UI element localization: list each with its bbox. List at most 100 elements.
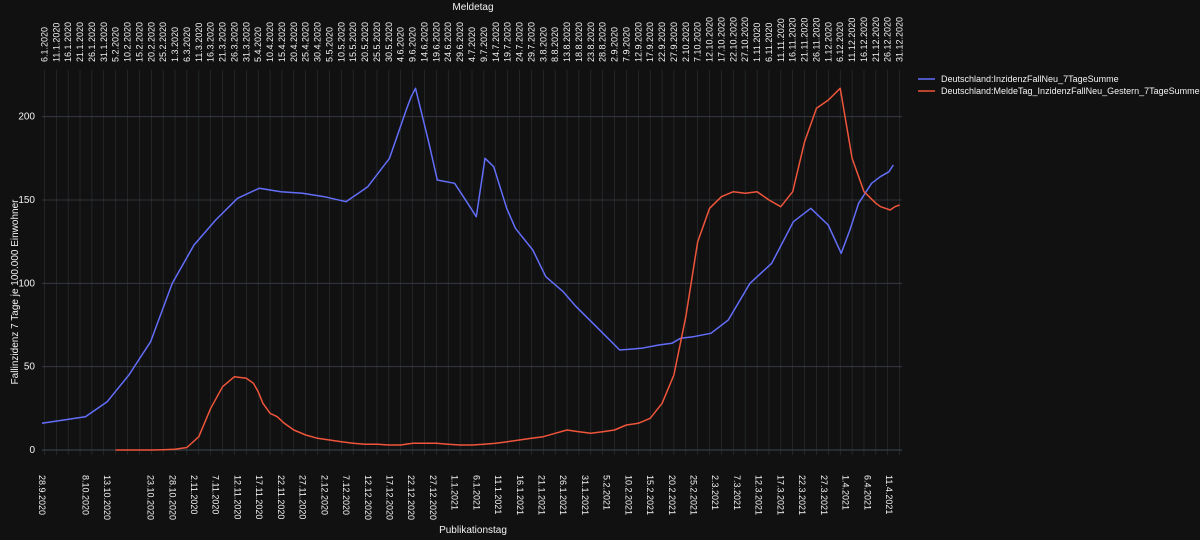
bottom-tick-label: 27.3.2021 [819,475,829,515]
top-tick-label: 17.10.2020 [716,17,726,62]
bottom-tick-label: 10.2.2021 [623,475,633,515]
top-tick-label: 23.8.2020 [586,22,596,62]
top-tick-label: 17.9.2020 [645,22,655,62]
top-tick-label: 11.1.2020 [51,23,61,62]
top-tick-label: 20.5.2020 [360,22,370,62]
top-tick-label: 22.10.2020 [728,17,738,62]
top-tick-label: 1.11.2020 [752,23,762,62]
top-tick-label: 21.1.2020 [75,22,85,62]
top-tick-label: 6.1.2020 [39,27,49,62]
y-axis-ticks: 0 50 100 150 200 [18,112,35,456]
legend[interactable]: Deutschland:InzidenzFallNeu_7TageSumme D… [918,74,1200,96]
top-tick-label: 25.5.2020 [372,22,382,62]
bottom-tick-label: 7.3.2021 [732,475,742,510]
top-tick-label: 5.4.2020 [253,27,263,62]
series-line-publikationstag [41,87,894,425]
top-axis-title: Meldetag [452,2,493,13]
bottom-tick-label: 21.1.2021 [536,475,546,515]
bottom-axis-ticks: 28.9.2020 8.10.2020 13.10.2020 23.10.2020 28… [37,475,894,520]
series-lines [41,87,900,451]
y-tick-label: 100 [18,278,35,289]
bottom-tick-label: 8.10.2020 [80,475,90,515]
bottom-tick-label: 16.1.2021 [515,475,525,515]
top-tick-label: 18.8.2020 [574,22,584,62]
bottom-tick-label: 13.10.2020 [102,475,112,520]
bottom-tick-label: 6.4.2021 [862,475,872,510]
bottom-tick-label: 6.1.2021 [471,475,481,510]
bottom-tick-label: 22.11.2020 [276,475,286,519]
bottom-tick-label: 27.12.2020 [428,475,438,520]
top-tick-label: 30.5.2020 [384,22,394,62]
top-tick-label: 19.7.2020 [503,22,513,62]
top-tick-label: 21.11.2020 [800,18,810,62]
top-tick-label: 29.6.2020 [455,22,465,62]
top-tick-label: 16.1.2020 [63,22,73,62]
bottom-tick-label: 20.2.2021 [667,475,677,515]
top-tick-label: 31.1.2020 [99,22,109,62]
top-tick-label: 21.12.2020 [871,17,881,62]
top-tick-label: 25.2.2020 [158,22,168,62]
top-tick-label: 26.1.2020 [87,22,97,62]
top-tick-label: 7.9.2020 [621,27,631,62]
top-tick-label: 1.12.2020 [823,22,833,62]
top-tick-label: 10.2.2020 [123,22,133,62]
legend-label-red[interactable]: Deutschland:MeldeTag_InzidenzFallNeu_Ges… [941,86,1200,96]
legend-label-blue[interactable]: Deutschland:InzidenzFallNeu_7TageSumme [941,74,1119,84]
bottom-tick-label: 1.4.2021 [841,475,851,510]
bottom-tick-label: 7.11.2020 [211,475,221,514]
bottom-tick-label: 22.12.2020 [406,475,416,520]
y-tick-label: 0 [29,445,35,456]
top-tick-label: 2.10.2020 [681,22,691,62]
top-tick-label: 15.5.2020 [348,22,358,62]
bottom-tick-label: 28.9.2020 [37,475,47,515]
top-axis-ticks: 6.1.2020 11.1.2020 16.1.2020 21.1.2020 26.1.… [39,17,904,62]
top-tick-label: 16.3.2020 [206,22,216,62]
series-line-meldetag [115,87,900,451]
bottom-tick-label: 26.1.2021 [558,475,568,515]
y-tick-label: 150 [18,195,35,206]
bottom-tick-label: 15.2.2021 [645,475,655,515]
top-tick-label: 2.9.2020 [610,27,620,62]
y-tick-label: 50 [24,362,36,373]
top-tick-label: 14.7.2020 [491,22,501,62]
bottom-tick-label: 28.10.2020 [167,475,177,520]
bottom-tick-label: 2.11.2020 [189,475,199,514]
bottom-tick-label: 31.1.2021 [580,475,590,515]
y-axis-title: Fallinzidenz 7 Tage je 100.000 Einwohner [10,199,21,385]
bottom-tick-label: 17.12.2020 [384,475,394,520]
grid-layer [42,70,902,455]
top-tick-label: 11.12.2020 [847,18,857,62]
bottom-tick-label: 17.11.2020 [254,475,264,519]
top-tick-label: 6.12.2020 [835,22,845,62]
top-tick-label: 5.2.2020 [111,27,121,62]
top-tick-label: 15.4.2020 [277,22,287,62]
top-tick-label: 21.3.2020 [218,22,228,62]
top-tick-label: 24.7.2020 [515,22,525,62]
top-tick-label: 26.3.2020 [229,22,239,62]
top-tick-label: 26.12.2020 [883,17,893,62]
top-tick-label: 20.2.2020 [146,22,156,62]
top-tick-label: 10.4.2020 [265,22,275,62]
top-tick-label: 11.3.2020 [194,23,204,62]
top-tick-label: 25.4.2020 [301,22,311,62]
bottom-tick-label: 7.12.2020 [341,475,351,515]
top-tick-label: 20.4.2020 [289,22,299,62]
top-tick-label: 27.10.2020 [740,17,750,62]
bottom-tick-label: 5.2.2021 [602,475,612,510]
top-tick-label: 12.10.2020 [705,17,715,62]
top-tick-label: 5.5.2020 [324,27,334,62]
top-tick-label: 16.12.2020 [859,17,869,62]
top-tick-label: 14.6.2020 [419,22,429,62]
top-tick-label: 22.9.2020 [657,22,667,62]
bottom-tick-label: 25.2.2021 [689,475,699,515]
bottom-tick-label: 12.3.2021 [754,475,764,515]
top-tick-label: 19.6.2020 [431,22,441,62]
bottom-tick-label: 22.3.2021 [797,475,807,515]
bottom-axis-title: Publikationstag [439,525,507,536]
bottom-tick-label: 12.12.2020 [363,475,373,520]
y-tick-label: 200 [18,112,35,123]
bottom-tick-label: 11.4.2021 [884,475,894,514]
top-tick-label: 4.7.2020 [467,27,477,62]
bottom-tick-label: 17.3.2021 [775,475,785,515]
top-tick-label: 15.2.2020 [134,22,144,62]
